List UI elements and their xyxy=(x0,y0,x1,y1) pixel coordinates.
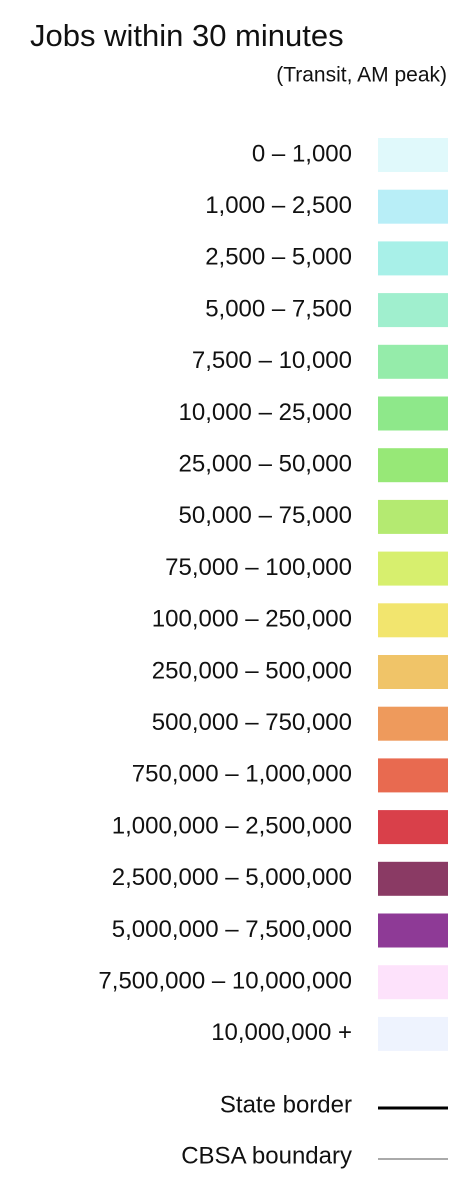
legend-swatch xyxy=(378,810,448,845)
legend-label: 10,000 – 25,000 xyxy=(179,399,353,426)
legend-swatch xyxy=(378,551,448,586)
legend-swatch xyxy=(378,655,448,689)
legend-swatch xyxy=(378,344,448,379)
legend-subtitle: (Transit, AM peak) xyxy=(276,64,447,87)
legend-title: Jobs within 30 minutes xyxy=(30,18,344,53)
legend-swatch xyxy=(378,396,448,431)
legend-label: 2,500 – 5,000 xyxy=(205,244,352,271)
legend-swatch xyxy=(378,603,448,638)
legend-label: 1,000,000 – 2,500,000 xyxy=(112,812,352,839)
legend-swatch xyxy=(378,293,448,328)
legend-swatch xyxy=(378,965,448,1000)
legend-line-label: State border xyxy=(220,1091,352,1118)
legend-swatch xyxy=(378,1016,448,1051)
legend-swatch xyxy=(378,706,448,741)
legend-swatch xyxy=(378,138,448,172)
legend-swatch xyxy=(378,758,448,793)
legend-line-label: CBSA boundary xyxy=(181,1142,352,1169)
legend-label: 750,000 – 1,000,000 xyxy=(132,761,352,788)
legend-swatch xyxy=(378,499,448,534)
legend-label: 50,000 – 75,000 xyxy=(179,502,353,529)
legend-swatch xyxy=(378,861,448,896)
legend-swatch xyxy=(378,448,448,483)
legend-label: 1,000 – 2,500 xyxy=(205,192,352,219)
legend-label: 7,500 – 10,000 xyxy=(192,347,352,374)
legend-label: 500,000 – 750,000 xyxy=(152,709,352,736)
legend-label: 7,500,000 – 10,000,000 xyxy=(98,968,352,995)
legend-swatch xyxy=(378,913,448,948)
legend-label: 0 – 1,000 xyxy=(252,140,352,167)
legend-label: 75,000 – 100,000 xyxy=(165,554,352,581)
legend-label: 2,500,000 – 5,000,000 xyxy=(112,864,352,891)
legend-label: 10,000,000 + xyxy=(211,1019,352,1046)
legend-label: 5,000 – 7,500 xyxy=(205,295,352,322)
legend-swatch xyxy=(378,189,448,224)
legend-label: 100,000 – 250,000 xyxy=(152,606,352,633)
legend-label: 25,000 – 50,000 xyxy=(179,451,353,478)
legend-label: 250,000 – 500,000 xyxy=(152,657,352,684)
legend-label: 5,000,000 – 7,500,000 xyxy=(112,916,352,943)
legend-swatch xyxy=(378,241,448,276)
